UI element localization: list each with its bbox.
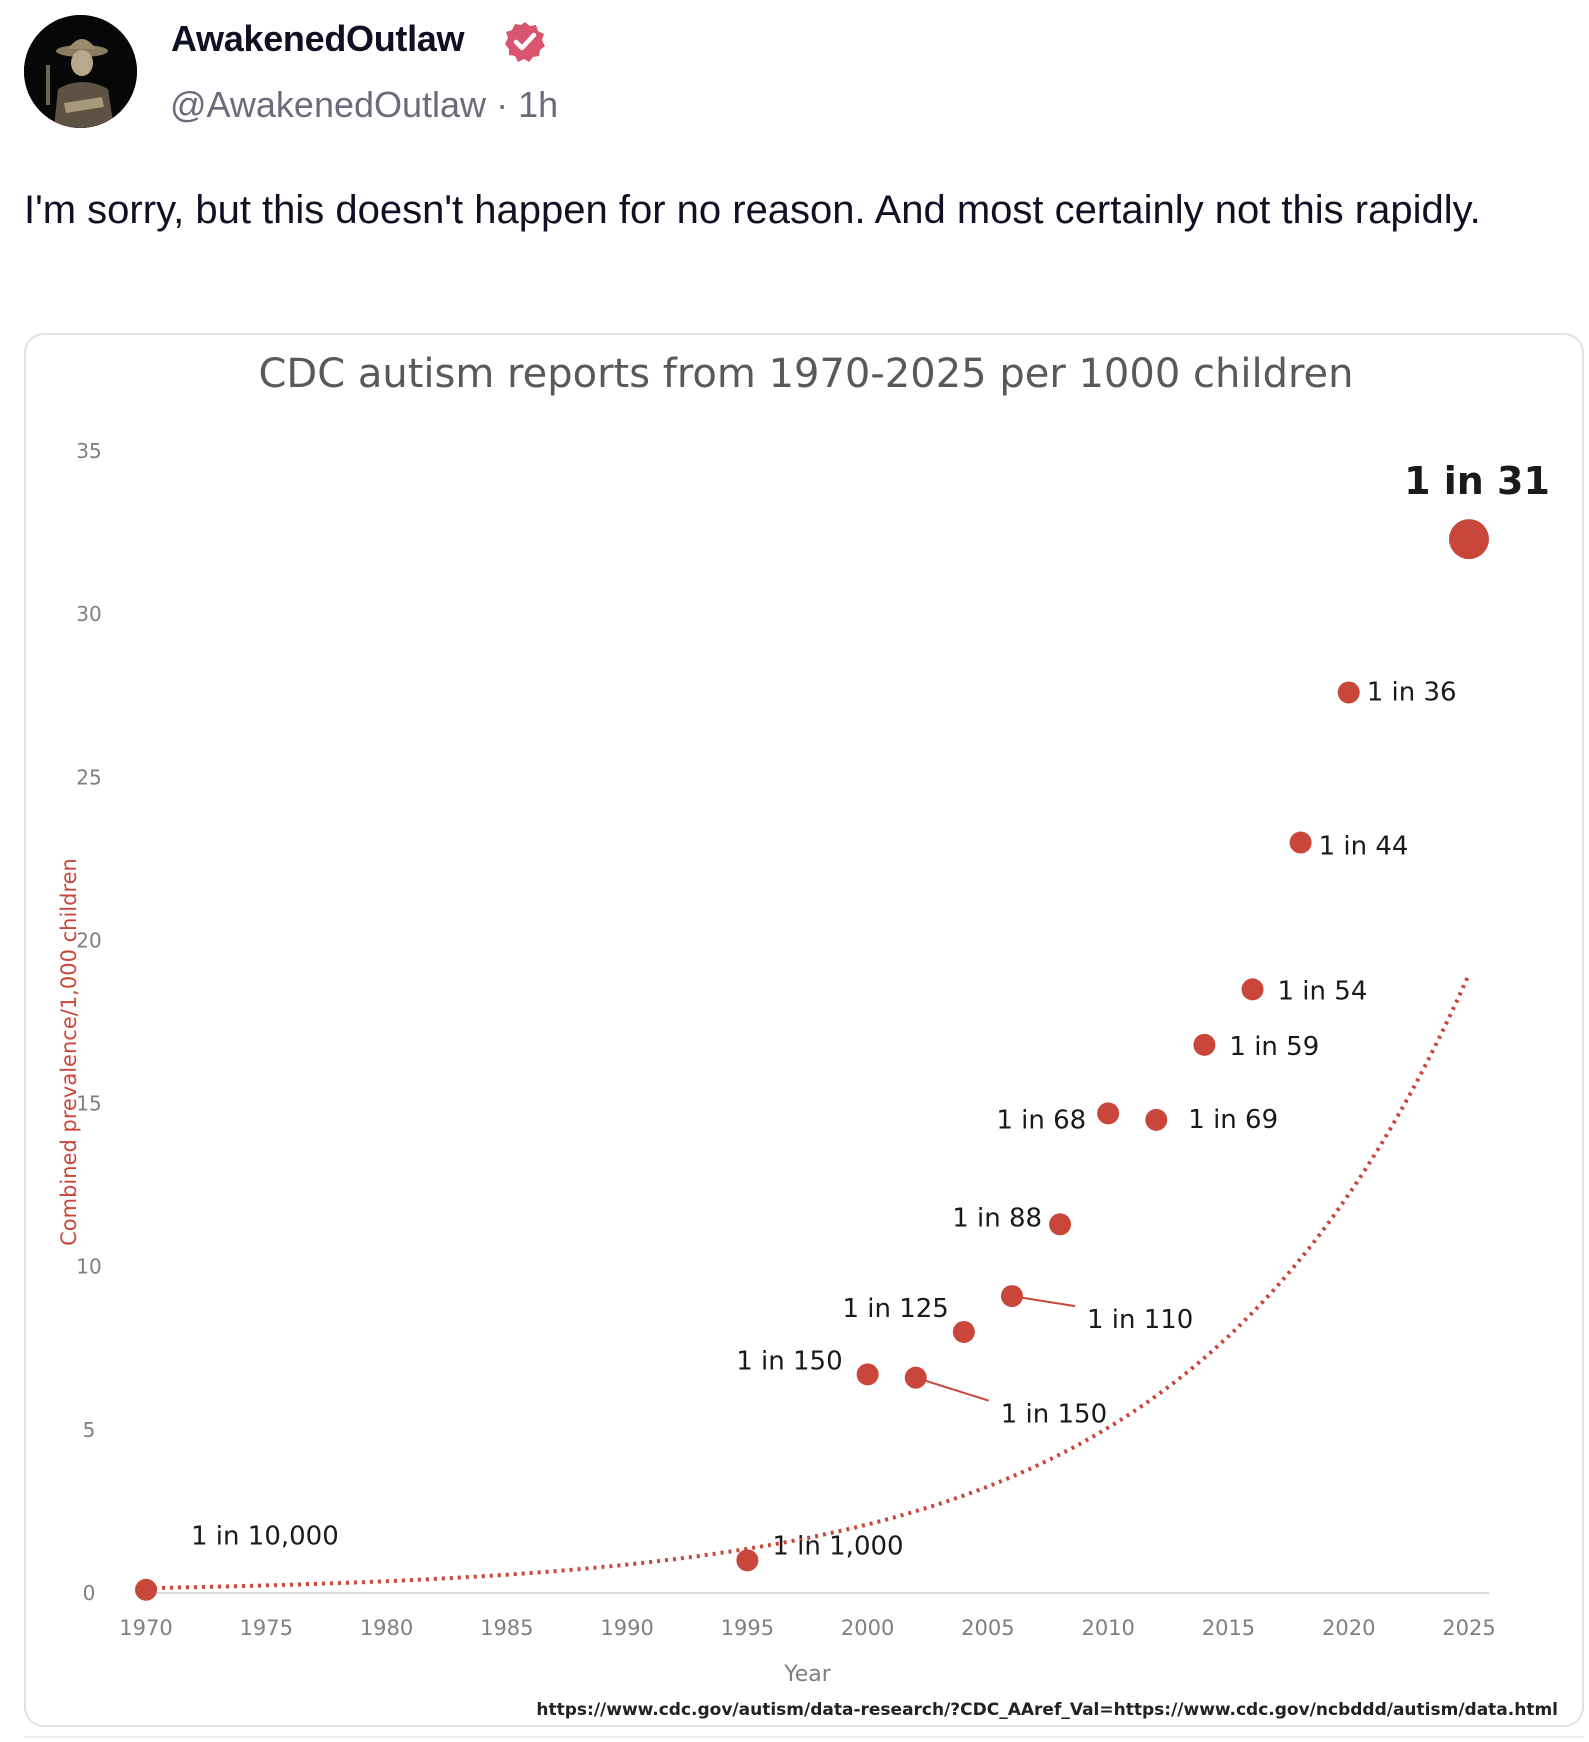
timestamp[interactable]: 1h — [518, 84, 559, 125]
post-text: I'm sorry, but this doesn't happen for n… — [24, 188, 1481, 232]
x-tick-label: 2000 — [841, 1616, 894, 1640]
x-tick-label: 1975 — [240, 1616, 293, 1640]
data-point — [135, 1578, 157, 1601]
data-point — [1337, 681, 1360, 704]
x-tick-label: 1970 — [119, 1616, 172, 1640]
avatar[interactable] — [24, 15, 137, 128]
x-tick-label: 2005 — [961, 1616, 1014, 1640]
leader-line — [915, 1376, 990, 1402]
data-label: 1 in 31 — [1404, 459, 1550, 503]
data-label: 1 in 1,000 — [772, 1531, 903, 1561]
x-tick-label: 1990 — [600, 1616, 653, 1640]
data-label: 1 in 36 — [1367, 677, 1457, 707]
data-point — [1193, 1033, 1216, 1056]
divider — [24, 1736, 1584, 1738]
author-handle[interactable]: @AwakenedOutlaw — [170, 84, 487, 125]
x-axis-label: Year — [783, 1662, 832, 1687]
data-point — [1000, 1285, 1023, 1308]
handle-line: @AwakenedOutlaw · 1h — [170, 84, 558, 126]
data-label: 1 in 59 — [1229, 1032, 1319, 1062]
y-tick-label: 20 — [76, 928, 101, 952]
separator: · — [496, 84, 509, 125]
data-point — [904, 1366, 927, 1389]
y-tick-label: 5 — [83, 1418, 96, 1442]
data-label: 1 in 10,000 — [191, 1522, 339, 1552]
x-tick-label: 2020 — [1322, 1616, 1375, 1640]
y-tick-label: 35 — [76, 439, 101, 463]
data-point — [1289, 831, 1312, 854]
chart-title: CDC autism reports from 1970-2025 per 10… — [259, 351, 1354, 397]
data-label: 1 in 110 — [1087, 1305, 1193, 1335]
data-label: 1 in 69 — [1188, 1105, 1278, 1135]
verified-badge-icon — [505, 22, 545, 62]
y-tick-label: 15 — [76, 1092, 101, 1116]
x-tick-label: 2015 — [1202, 1616, 1255, 1640]
data-label: 1 in 68 — [996, 1105, 1086, 1135]
author-name[interactable]: AwakenedOutlaw — [171, 18, 465, 59]
data-point — [1449, 519, 1489, 560]
x-tick-label: 1985 — [480, 1616, 533, 1640]
data-point — [952, 1320, 975, 1343]
x-tick-label: 2010 — [1081, 1616, 1134, 1640]
trendline — [145, 973, 1471, 1591]
data-label: 1 in 88 — [952, 1203, 1042, 1233]
y-tick-label: 0 — [83, 1581, 96, 1605]
y-tick-label: 10 — [76, 1255, 101, 1279]
data-label: 1 in 44 — [1319, 832, 1409, 862]
data-label: 1 in 150 — [736, 1346, 842, 1376]
data-point — [1145, 1108, 1168, 1131]
data-label: 1 in 150 — [1001, 1400, 1107, 1430]
x-tick-label: 1980 — [360, 1616, 413, 1640]
data-point — [1049, 1213, 1072, 1236]
source-note: https://www.cdc.gov/autism/data-research… — [536, 1700, 1558, 1720]
y-tick-label: 25 — [76, 765, 101, 789]
data-label: 1 in 54 — [1278, 976, 1368, 1006]
data-point — [1241, 978, 1264, 1001]
data-point — [1097, 1102, 1120, 1125]
chart: CDC autism reports from 1970-2025 per 10… — [57, 351, 1558, 1720]
y-axis-label: Combined prevalence/1,000 children — [57, 858, 81, 1246]
data-point — [856, 1363, 879, 1386]
y-tick-label: 30 — [76, 602, 101, 626]
media-card[interactable]: CDC autism reports from 1970-2025 per 10… — [24, 333, 1584, 1727]
data-label: 1 in 125 — [842, 1294, 948, 1324]
avatar-cowboy-portrait-icon — [24, 15, 137, 128]
x-tick-label: 1995 — [721, 1616, 774, 1640]
x-tick-label: 2025 — [1442, 1616, 1495, 1640]
data-point — [736, 1549, 759, 1572]
